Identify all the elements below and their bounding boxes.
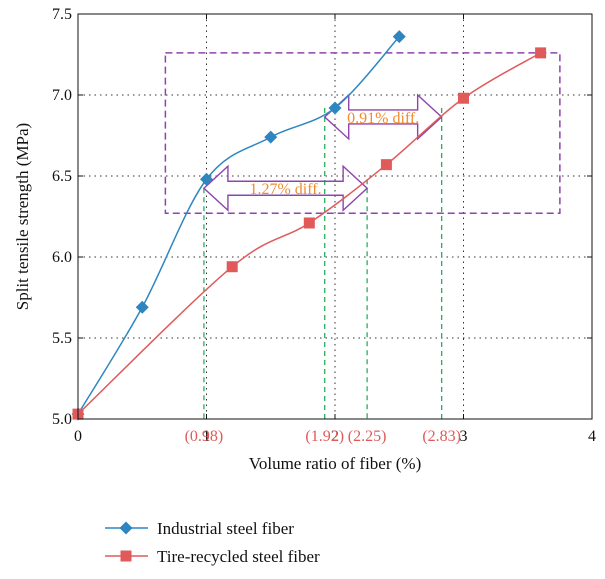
legend-marker-square bbox=[120, 550, 132, 562]
data-point-square bbox=[226, 261, 238, 273]
x-tick-label: 0 bbox=[74, 428, 82, 445]
y-tick-label: 6.5 bbox=[52, 168, 72, 185]
legend-label-tire-recycled: Tire-recycled steel fiber bbox=[157, 547, 320, 566]
x-axis-label: Volume ratio of fiber (%) bbox=[249, 454, 421, 473]
vertical-guide-label: (2.25) bbox=[348, 428, 387, 445]
axis-ticks: 0 1 2 3 4 5.0 5.5 6.0 6.5 7.0 7.5 bbox=[52, 6, 596, 445]
difference-label: 0.91% diff. bbox=[347, 110, 419, 127]
difference-labels: 1.27% diff. 0.91% diff. bbox=[249, 110, 419, 198]
y-tick-label: 7.0 bbox=[52, 87, 72, 104]
data-point-square bbox=[535, 47, 547, 59]
data-point-diamond bbox=[392, 30, 406, 44]
grid bbox=[78, 14, 592, 419]
vertical-guide-labels: (0.98) (1.92) (2.25) (2.83) bbox=[185, 428, 461, 445]
x-tick-label: 3 bbox=[460, 428, 468, 445]
difference-arrow bbox=[202, 164, 369, 212]
legend-label-industrial: Industrial steel fiber bbox=[157, 519, 294, 538]
series-line-tire-recycled bbox=[77, 52, 541, 415]
legend-marker-diamond bbox=[119, 521, 133, 535]
y-tick-label: 7.5 bbox=[52, 6, 72, 23]
vertical-guide-label: (0.98) bbox=[185, 428, 224, 445]
series-line-industrial bbox=[77, 36, 400, 415]
difference-label: 1.27% diff. bbox=[249, 181, 321, 198]
series-markers bbox=[71, 30, 547, 421]
x-tick-label: 2 bbox=[331, 428, 339, 445]
vertical-guide-label: (1.92) bbox=[305, 428, 344, 445]
vertical-guide-lines bbox=[203, 107, 443, 419]
data-point-square bbox=[380, 159, 392, 171]
x-tick-label: 4 bbox=[588, 428, 596, 445]
vertical-guide-label: (2.83) bbox=[422, 428, 461, 445]
annotation-box-layer bbox=[164, 52, 561, 215]
y-tick-label: 5.0 bbox=[52, 411, 72, 428]
data-point-square bbox=[303, 217, 315, 229]
y-tick-label: 6.0 bbox=[52, 249, 72, 266]
y-tick-label: 5.5 bbox=[52, 330, 72, 347]
legend-item-tire-recycled: Tire-recycled steel fiber bbox=[105, 547, 320, 566]
data-point-diamond bbox=[264, 130, 278, 144]
y-axis-label: Split tensile strength (MPa) bbox=[13, 123, 32, 310]
data-point-diamond bbox=[135, 300, 149, 314]
annotation-dashed-box bbox=[164, 52, 561, 215]
data-point-diamond bbox=[200, 172, 213, 186]
data-point-diamond bbox=[328, 101, 342, 115]
difference-arrow bbox=[323, 93, 443, 141]
data-point-square bbox=[458, 92, 469, 104]
difference-arrows bbox=[202, 93, 443, 212]
x-tick-label: 1 bbox=[203, 428, 211, 445]
legend-item-industrial: Industrial steel fiber bbox=[105, 519, 294, 538]
legend: Industrial steel fiber Tire-recycled ste… bbox=[105, 519, 320, 566]
